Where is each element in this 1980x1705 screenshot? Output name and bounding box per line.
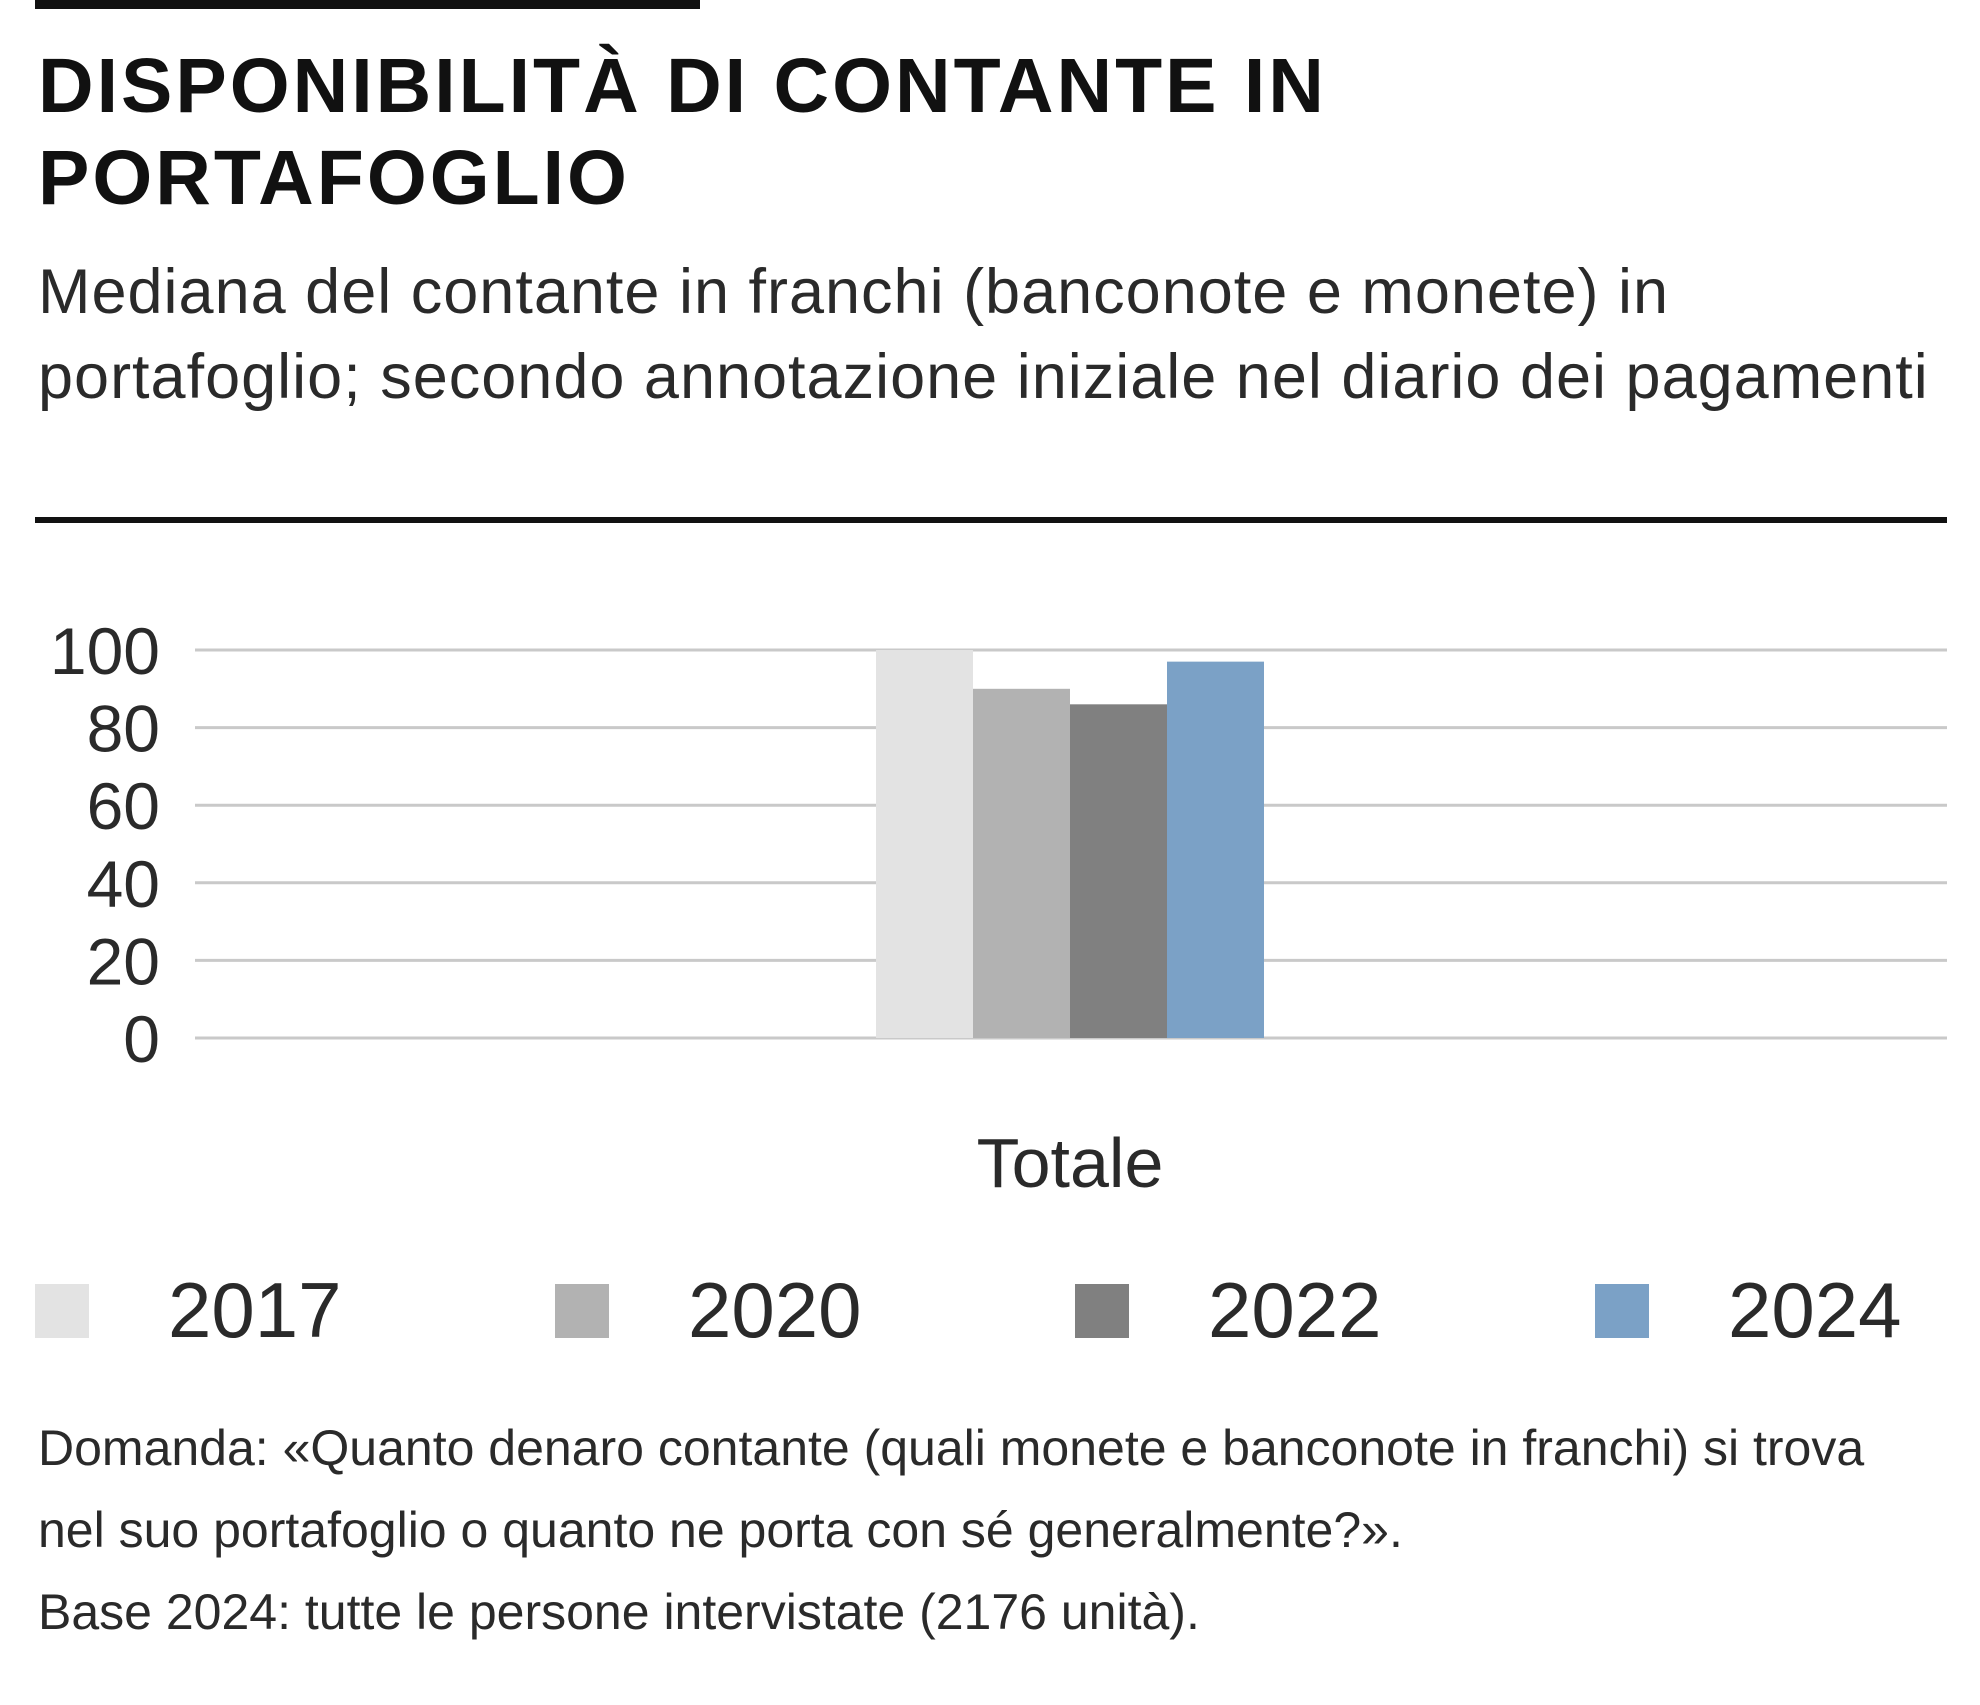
bar-2022 (1070, 704, 1167, 1038)
top-rule (35, 0, 700, 9)
bar-2017 (876, 650, 973, 1038)
note-base: Base 2024: tutte le persone intervistate… (38, 1584, 1200, 1640)
note-question: Domanda: «Quanto denaro contante (quali … (38, 1420, 1865, 1558)
header-rule (35, 517, 1947, 523)
legend: 2017 2020 2022 2024 (35, 1265, 1947, 1355)
legend-label: 2024 (1728, 1266, 1902, 1354)
chart-title: DISPONIBILITÀ DI CONTANTE IN PORTAFOGLIO (38, 43, 1327, 221)
bars (876, 650, 1264, 1038)
chart-subtitle: Mediana del contante in franchi (bancono… (38, 257, 1929, 412)
legend-label: 2020 (688, 1266, 862, 1354)
y-tick-label: 80 (87, 692, 160, 766)
y-tick-label: 0 (123, 1002, 160, 1076)
legend-swatch (1595, 1284, 1649, 1338)
notes: Domanda: «Quanto denaro contante (quali … (38, 1407, 1938, 1653)
y-tick-label: 40 (87, 847, 160, 921)
y-tick-label: 20 (87, 924, 160, 998)
legend-swatch (555, 1284, 609, 1338)
legend-swatch (35, 1284, 89, 1338)
x-axis-labels: Totale (977, 1124, 1164, 1202)
y-tick-label: 60 (87, 769, 160, 843)
y-tick-label: 100 (50, 614, 160, 688)
legend-label: 2022 (1208, 1266, 1382, 1354)
legend-swatch (1075, 1284, 1129, 1338)
bar-2020 (973, 688, 1070, 1038)
x-category-label: Totale (977, 1124, 1164, 1202)
legend-label: 2017 (168, 1266, 342, 1354)
bar-2024 (1167, 661, 1264, 1038)
